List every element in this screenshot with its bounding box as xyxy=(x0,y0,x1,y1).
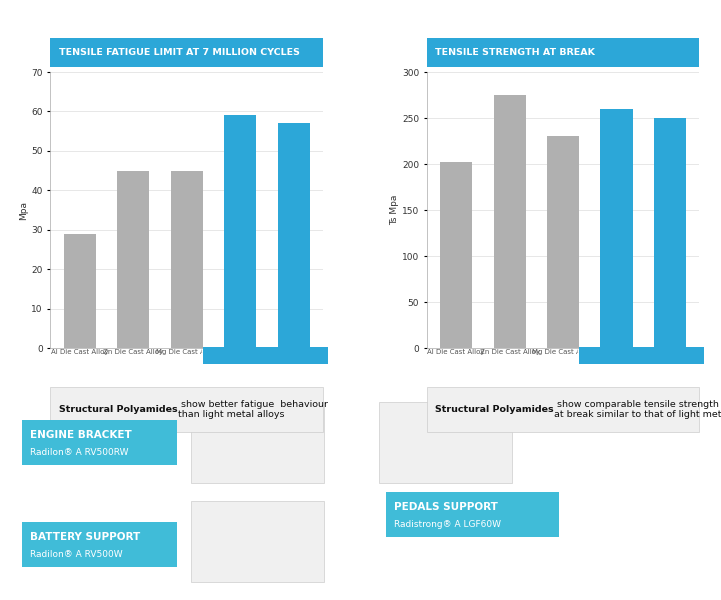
Bar xyxy=(601,109,632,348)
Text: Radilon® A RV500W: Radilon® A RV500W xyxy=(30,550,123,559)
Text: TENSILE STRENGTH AT BREAK: TENSILE STRENGTH AT BREAK xyxy=(435,48,596,57)
Bar xyxy=(278,123,310,348)
Text: BATTERY SUPPORT: BATTERY SUPPORT xyxy=(30,532,141,542)
Bar xyxy=(171,170,203,348)
Bar xyxy=(118,170,149,348)
Bar xyxy=(64,233,96,348)
Text: show better fatigue  behaviour
than light metal alloys: show better fatigue behaviour than light… xyxy=(178,400,328,419)
Text: Structural Polyamides: Structural Polyamides xyxy=(59,405,178,414)
Text: Radilon® A RV500RW: Radilon® A RV500RW xyxy=(30,448,129,457)
Text: ENGINE BRACKET: ENGINE BRACKET xyxy=(30,430,132,440)
Y-axis label: Mpa: Mpa xyxy=(19,200,29,220)
Bar xyxy=(547,136,579,348)
Text: PEDALS SUPPORT: PEDALS SUPPORT xyxy=(394,502,498,512)
Bar xyxy=(494,95,526,348)
Text: TENSILE FATIGUE LIMIT AT 7 MILLION CYCLES: TENSILE FATIGUE LIMIT AT 7 MILLION CYCLE… xyxy=(59,48,300,57)
Text: show comparable tensile strength
at break similar to that of light metal alloys.: show comparable tensile strength at brea… xyxy=(554,400,721,419)
Bar xyxy=(224,115,256,348)
Bar xyxy=(440,162,472,348)
Text: Radistrong® A LGF60W: Radistrong® A LGF60W xyxy=(394,520,501,529)
Y-axis label: Ts Mpa: Ts Mpa xyxy=(390,195,399,225)
Text: Structural Polyamides: Structural Polyamides xyxy=(435,405,554,414)
Bar xyxy=(654,118,686,348)
